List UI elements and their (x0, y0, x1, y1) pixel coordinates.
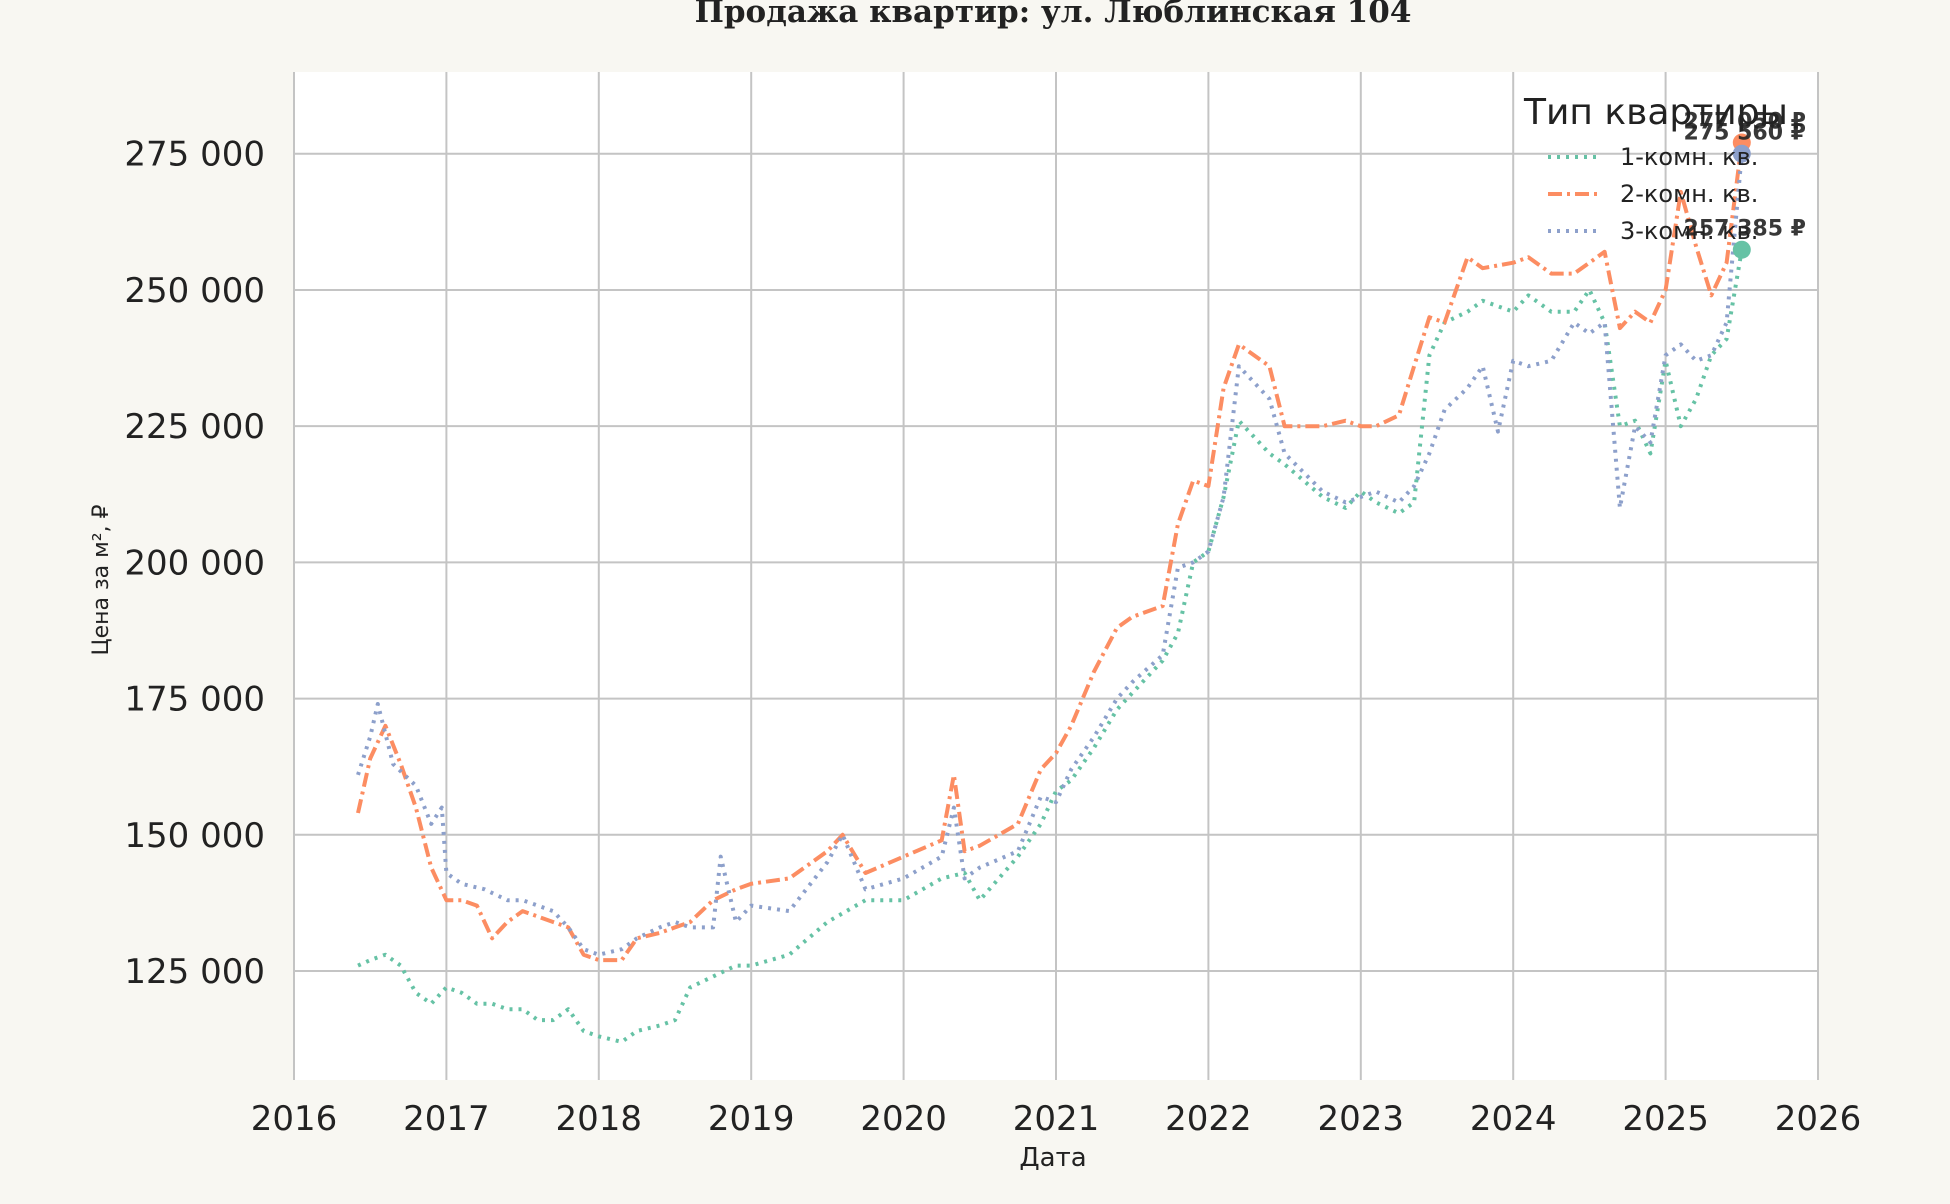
series-line-3 (356, 153, 1744, 957)
x-tick-label: 2024 (1470, 1099, 1557, 1139)
x-tick-label: 2023 (1318, 1099, 1405, 1139)
x-tick-label: 2026 (1775, 1099, 1862, 1139)
legend-title: Тип квартиры (1523, 92, 1788, 133)
end-value-label-2: 277 050 ₽ (1684, 110, 1806, 135)
x-tick-label: 2025 (1622, 1099, 1709, 1139)
y-tick-label: 200 000 (124, 543, 265, 583)
x-axis-label: Дата (1019, 1143, 1086, 1173)
y-axis-label: Цена за м², ₽ (89, 504, 114, 655)
series-line-1 (357, 249, 1744, 1044)
y-tick-label: 175 000 (124, 680, 265, 720)
y-tick-label: 125 000 (124, 952, 265, 992)
legend: Тип квартиры 1-комн. кв. 2-комн. кв. 3-ком… (1523, 92, 1788, 245)
x-tick-label: 2021 (1013, 1099, 1100, 1139)
legend-label-3: 3-комн. кв. (1620, 217, 1758, 245)
y-axis-ticks: 125 000 150 000 175 000 200 000 225 000 250 0… (124, 135, 265, 992)
x-tick-label: 2019 (708, 1099, 795, 1139)
legend-label-2: 2-комн. кв. (1620, 180, 1758, 208)
x-tick-label: 2017 (403, 1099, 490, 1139)
end-markers (1732, 133, 1751, 259)
x-tick-label: 2018 (556, 1099, 643, 1139)
series-end-marker-1 (1732, 240, 1751, 259)
end-labels: 257 385 ₽ 277 050 ₽275 560 ₽ (1684, 110, 1806, 242)
x-tick-label: 2022 (1165, 1099, 1252, 1139)
grid (293, 72, 1819, 1080)
series-line-2 (356, 142, 1744, 963)
series-lines (356, 142, 1744, 1044)
y-tick-label: 225 000 (124, 407, 265, 447)
y-tick-label: 150 000 (124, 816, 265, 856)
x-axis-ticks: 2016 2017 2018 2019 2020 2021 2022 2023 2024 2025… (251, 1099, 1862, 1139)
end-value-label-3: 275 560 ₽ (1684, 121, 1806, 146)
series-end-marker-3 (1732, 144, 1751, 163)
end-value-label-1: 257 385 ₽ (1684, 217, 1806, 242)
x-tick-label: 2016 (251, 1099, 338, 1139)
x-tick-label: 2020 (860, 1099, 947, 1139)
chart-title: Продажа квартир: ул. Люблинская 104 (695, 0, 1412, 30)
y-tick-label: 250 000 (124, 271, 265, 311)
y-tick-label: 275 000 (124, 135, 265, 175)
legend-label-1: 1-комн. кв. (1620, 143, 1758, 171)
